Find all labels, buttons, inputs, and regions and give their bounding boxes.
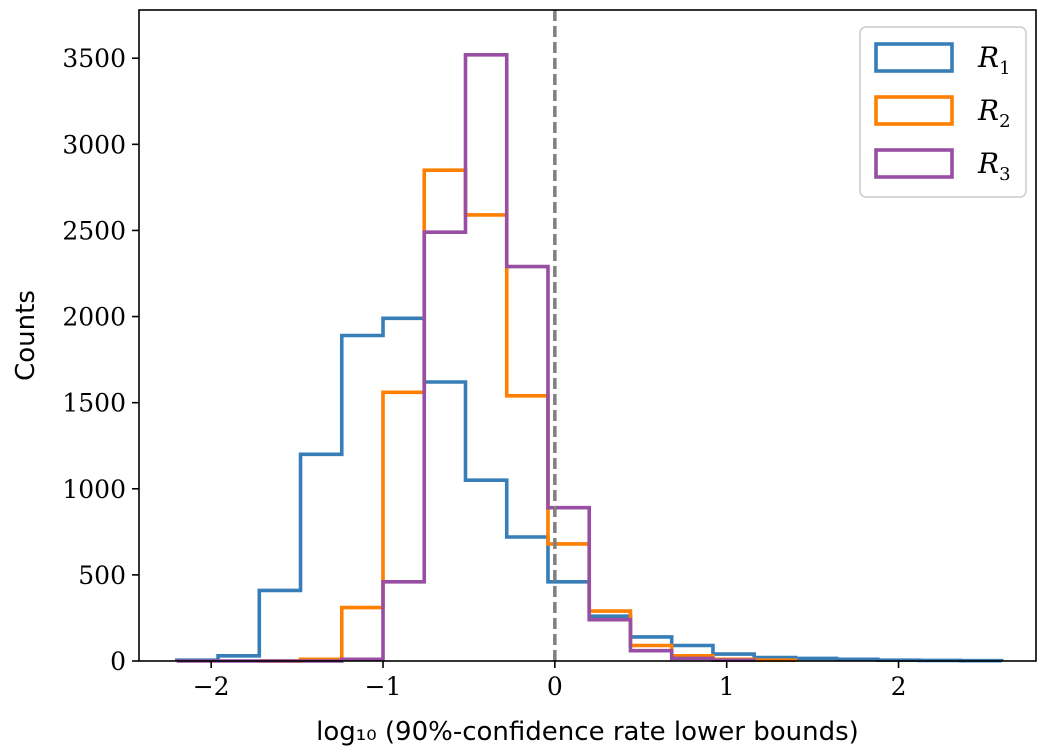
legend-label-1: R1 [977, 41, 1011, 79]
y-tick-label: 2500 [62, 216, 126, 245]
y-axis-label: Counts [11, 290, 41, 381]
y-tick-label: 500 [78, 561, 126, 590]
y-axis: 0 500 1000 1500 2000 2500 3000 3500 [62, 44, 139, 676]
x-tick-label: −1 [365, 672, 402, 701]
x-axis-label: log₁₀ (90%-confidence rate lower bounds) [316, 717, 859, 747]
legend-swatch-2 [874, 95, 954, 126]
y-tick-label: 3500 [62, 44, 126, 73]
legend-swatch-3 [874, 148, 954, 179]
y-tick-label: 0 [110, 647, 126, 676]
x-axis: −2 −1 0 1 2 [193, 661, 907, 701]
legend-swatch-1 [874, 42, 954, 73]
x-tick-label: 2 [891, 672, 907, 701]
y-tick-label: 3000 [62, 130, 126, 159]
x-tick-label: 0 [547, 672, 563, 701]
legend-label-3: R3 [977, 147, 1011, 185]
plot-frame [138, 9, 1037, 662]
legend-label-2: R2 [977, 94, 1011, 132]
legend: R1 R2 R3 [859, 26, 1027, 198]
y-tick-label: 1500 [62, 389, 126, 418]
x-tick-label: 1 [719, 672, 735, 701]
x-tick-label: −2 [193, 672, 230, 701]
y-tick-label: 1000 [62, 475, 126, 504]
y-tick-label: 2000 [62, 303, 126, 332]
